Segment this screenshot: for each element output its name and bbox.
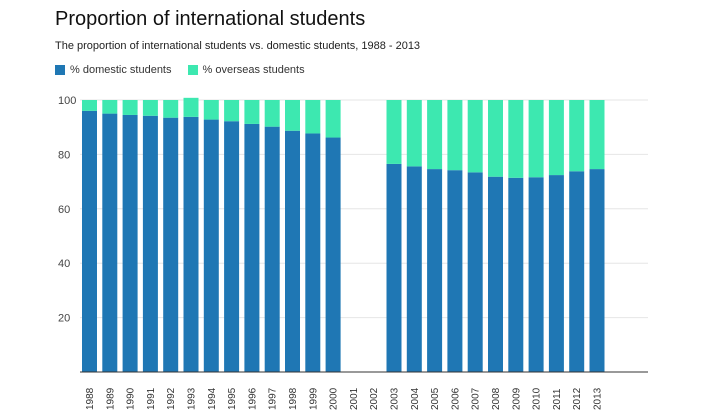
x-tick-label: 1992 xyxy=(166,387,177,410)
bar-overseas-1996[interactable] xyxy=(244,100,260,124)
bar-overseas-1990[interactable] xyxy=(122,100,138,115)
bar-overseas-2006[interactable] xyxy=(447,100,463,171)
bar-overseas-2012[interactable] xyxy=(569,100,585,172)
x-tick-label: 2009 xyxy=(511,387,522,410)
bar-overseas-1988[interactable] xyxy=(82,100,97,111)
legend-label-domestic: % domestic students xyxy=(70,64,172,76)
bar-domestic-2012[interactable] xyxy=(569,171,585,372)
bar-domestic-2011[interactable] xyxy=(548,175,564,372)
x-tick-label: 2003 xyxy=(390,387,401,410)
bar-overseas-2003[interactable] xyxy=(386,100,402,164)
legend-swatch-overseas xyxy=(187,65,198,75)
bar-domestic-1992[interactable] xyxy=(163,117,179,373)
x-tick-label: 2008 xyxy=(491,387,502,410)
y-tick-label: 40 xyxy=(58,258,70,270)
bar-domestic-1991[interactable] xyxy=(142,115,158,372)
bar-overseas-2000[interactable] xyxy=(325,100,341,138)
legend-swatch-domestic xyxy=(55,65,65,75)
x-tick-label: 1988 xyxy=(85,387,96,410)
bar-domestic-2006[interactable] xyxy=(447,170,463,372)
bar-overseas-2008[interactable] xyxy=(488,100,503,177)
bar-overseas-2005[interactable] xyxy=(427,100,443,170)
x-tick-label: 1997 xyxy=(268,387,279,410)
x-tick-label: 1991 xyxy=(146,387,157,410)
x-tick-label: 2006 xyxy=(450,387,461,410)
bar-domestic-1989[interactable] xyxy=(102,113,118,372)
y-tick-label: 80 xyxy=(58,149,70,161)
x-tick-label: 2011 xyxy=(552,388,563,410)
bar-domestic-2010[interactable] xyxy=(528,177,544,372)
x-tick-label: 2010 xyxy=(532,387,543,410)
bar-domestic-1988[interactable] xyxy=(82,110,97,372)
legend-item-domestic[interactable]: % domestic students xyxy=(55,64,172,76)
x-tick-label: 2012 xyxy=(572,387,583,410)
bar-overseas-2010[interactable] xyxy=(528,100,544,178)
legend-item-overseas[interactable]: % overseas students xyxy=(187,64,305,76)
y-tick-label: 20 xyxy=(58,313,70,325)
x-tick-label: 1994 xyxy=(207,387,218,410)
bar-overseas-1993[interactable] xyxy=(183,97,199,117)
x-tick-label: 2004 xyxy=(410,387,421,410)
bar-overseas-1999[interactable] xyxy=(305,100,321,134)
bar-domestic-1994[interactable] xyxy=(203,119,219,372)
bar-domestic-2007[interactable] xyxy=(467,172,483,372)
x-tick-label: 2005 xyxy=(430,387,441,410)
bar-domestic-1993[interactable] xyxy=(183,116,199,372)
x-tick-label: 1998 xyxy=(288,387,299,410)
bar-overseas-1998[interactable] xyxy=(285,100,300,131)
bar-domestic-2005[interactable] xyxy=(427,169,443,372)
bar-overseas-1995[interactable] xyxy=(224,100,240,122)
bar-domestic-1999[interactable] xyxy=(305,133,321,372)
bar-domestic-2013[interactable] xyxy=(589,169,605,372)
x-tick-label: 2002 xyxy=(369,387,380,410)
bar-domestic-2000[interactable] xyxy=(325,137,341,372)
bar-domestic-2009[interactable] xyxy=(508,177,524,372)
x-tick-label: 1999 xyxy=(308,387,319,410)
y-tick-label: 60 xyxy=(58,204,70,216)
legend-label-overseas: % overseas students xyxy=(202,64,305,76)
bar-domestic-2003[interactable] xyxy=(386,163,402,372)
bar-overseas-2004[interactable] xyxy=(406,100,422,167)
bar-overseas-1989[interactable] xyxy=(102,100,118,114)
bar-domestic-2004[interactable] xyxy=(406,166,422,372)
bar-overseas-1997[interactable] xyxy=(264,100,280,127)
x-tick-label: 2013 xyxy=(593,387,604,410)
bar-overseas-1992[interactable] xyxy=(163,100,179,118)
bar-domestic-2008[interactable] xyxy=(488,176,503,372)
x-tick-label: 1996 xyxy=(247,387,258,410)
y-tick-label: 100 xyxy=(58,95,76,107)
bar-overseas-2009[interactable] xyxy=(508,100,524,178)
bar-overseas-2011[interactable] xyxy=(548,100,564,176)
chart-legend: % domestic students % overseas students xyxy=(55,64,321,76)
bar-overseas-2007[interactable] xyxy=(467,100,483,173)
chart-subtitle: The proportion of international students… xyxy=(55,40,421,52)
bar-overseas-1994[interactable] xyxy=(203,100,219,120)
bar-domestic-1997[interactable] xyxy=(264,126,280,372)
chart-title: Proportion of international students xyxy=(55,8,366,30)
x-tick-label: 1995 xyxy=(227,387,238,410)
x-tick-label: 2000 xyxy=(329,387,340,410)
bar-domestic-1995[interactable] xyxy=(224,121,240,372)
bar-domestic-1998[interactable] xyxy=(285,130,300,372)
x-tick-label: 1990 xyxy=(126,387,137,410)
x-tick-label: 1993 xyxy=(187,387,198,410)
bar-domestic-1990[interactable] xyxy=(122,114,138,373)
bar-domestic-1996[interactable] xyxy=(244,123,260,372)
bar-overseas-2013[interactable] xyxy=(589,100,605,170)
x-tick-label: 2001 xyxy=(349,387,360,410)
x-tick-label: 2007 xyxy=(471,387,482,410)
x-tick-label: 1989 xyxy=(105,387,116,410)
bar-overseas-1991[interactable] xyxy=(142,100,158,116)
